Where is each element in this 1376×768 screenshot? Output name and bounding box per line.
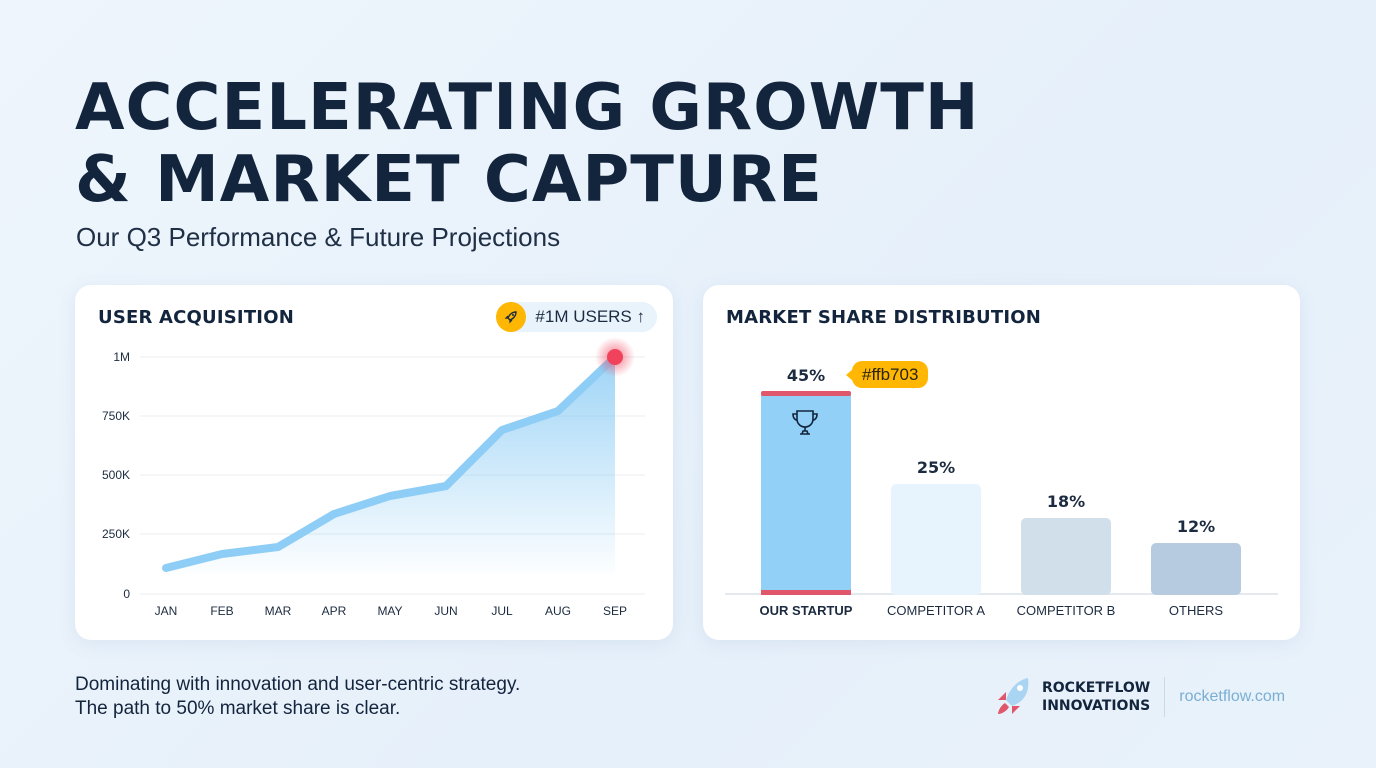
tagline: Dominating with innovation and user-cent…	[75, 673, 520, 721]
market-share-card: MARKET SHARE DISTRIBUTION 45% 25% 18% 12…	[703, 285, 1300, 640]
bar-our-startup[interactable]	[761, 391, 851, 595]
bar-value: 25%	[917, 458, 955, 477]
category-label: COMPETITOR A	[887, 603, 985, 618]
y-tick: 1M	[113, 350, 130, 364]
category-label: COMPETITOR B	[1017, 603, 1116, 618]
bar-chart: 45% 25% 18% 12% OUR STARTUP COMPETITOR A…	[725, 366, 1278, 618]
bar-top-accent	[761, 391, 851, 396]
bar-value: 12%	[1177, 517, 1215, 536]
x-tick: MAY	[377, 604, 402, 618]
page-title: ACCELERATING GROWTH & MARKET CAPTURE	[75, 72, 979, 216]
brand-line-1: ROCKETFLOW	[1042, 680, 1151, 696]
y-tick: 500K	[102, 468, 130, 482]
bar-value: 45%	[787, 366, 825, 385]
bar-competitor-a[interactable]	[891, 484, 981, 595]
x-tick: APR	[322, 604, 347, 618]
x-tick: MAR	[265, 604, 292, 618]
y-tick: 0	[123, 587, 130, 601]
x-tick: JUN	[434, 604, 457, 618]
website-link[interactable]: rocketflow.com	[1179, 688, 1286, 705]
bar-bottom-accent	[761, 590, 851, 595]
brand-block: ROCKETFLOW INNOVATIONS rocketflow.com	[994, 676, 1285, 718]
bar-value: 18%	[1047, 492, 1085, 511]
area-fill	[166, 357, 615, 575]
brand-line-2: INNOVATIONS	[1042, 698, 1151, 714]
user-acquisition-card: USER ACQUISITION #1M USERS ↑ 1M 750K 50	[75, 285, 673, 640]
divider	[1164, 677, 1166, 717]
x-tick: JAN	[155, 604, 178, 618]
rocket-logo-icon	[998, 678, 1029, 714]
card-title: MARKET SHARE DISTRIBUTION	[726, 307, 1041, 328]
y-tick: 250K	[102, 527, 130, 541]
x-tick: AUG	[545, 604, 571, 618]
bar-competitor-b[interactable]	[1021, 518, 1111, 595]
title-line-2: & MARKET CAPTURE	[75, 143, 823, 217]
growth-line	[162, 353, 619, 572]
category-label: OTHERS	[1169, 603, 1224, 618]
x-tick: SEP	[603, 604, 627, 618]
x-tick: JUL	[491, 604, 513, 618]
color-callout: #ffb703	[845, 361, 929, 388]
category-label: OUR STARTUP	[760, 603, 853, 618]
bar-others[interactable]	[1151, 543, 1241, 595]
title-line-1: ACCELERATING GROWTH	[75, 71, 980, 145]
tagline-line-1: Dominating with innovation and user-cent…	[75, 674, 521, 695]
line-chart: 1M 750K 500K 250K 0 JAN FEB MAR APR MAY …	[102, 337, 645, 618]
card-title: USER ACQUISITION	[98, 307, 294, 328]
trophy-icon	[792, 410, 818, 435]
peak-point[interactable]	[607, 349, 623, 365]
rocket-icon	[496, 302, 527, 332]
page-subtitle: Our Q3 Performance & Future Projections	[76, 222, 561, 252]
x-tick: FEB	[210, 604, 233, 618]
badge-text: #1M USERS ↑	[535, 307, 645, 326]
milestone-badge: #1M USERS ↑	[496, 302, 657, 332]
tagline-line-2: The path to 50% market share is clear.	[75, 698, 401, 719]
brand-name: ROCKETFLOW INNOVATIONS	[1042, 679, 1150, 715]
y-tick: 750K	[102, 409, 130, 423]
